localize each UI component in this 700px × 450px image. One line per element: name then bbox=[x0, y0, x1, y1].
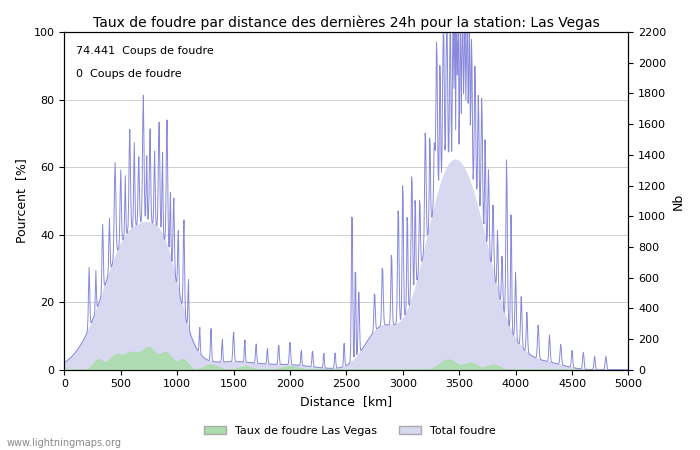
Text: 0  Coups de foudre: 0 Coups de foudre bbox=[76, 69, 181, 79]
Text: www.lightningmaps.org: www.lightningmaps.org bbox=[7, 438, 122, 448]
Title: Taux de foudre par distance des dernières 24h pour la station: Las Vegas: Taux de foudre par distance des dernière… bbox=[93, 15, 600, 30]
Text: 74.441  Coups de foudre: 74.441 Coups de foudre bbox=[76, 45, 214, 55]
X-axis label: Distance  [km]: Distance [km] bbox=[300, 395, 393, 408]
Y-axis label: Nb: Nb bbox=[672, 192, 685, 210]
Y-axis label: Pourcent  [%]: Pourcent [%] bbox=[15, 158, 28, 243]
Legend: Taux de foudre Las Vegas, Total foudre: Taux de foudre Las Vegas, Total foudre bbox=[199, 421, 500, 440]
